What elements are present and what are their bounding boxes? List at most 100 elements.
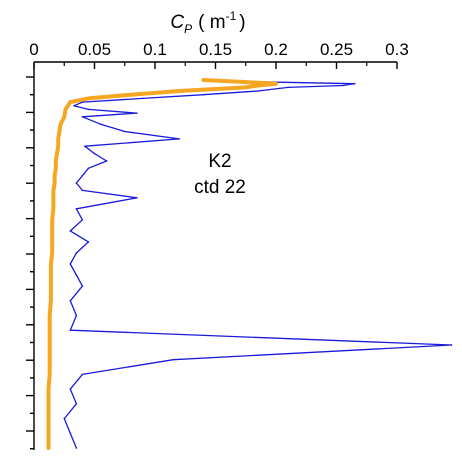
smoothed-cp-point — [50, 240, 54, 244]
smoothed-cp-point — [59, 122, 62, 126]
smoothed-cp-point — [49, 299, 53, 302]
raw-cp-point — [81, 373, 84, 376]
raw-cp-point — [69, 230, 72, 232]
smoothed-cp-point — [48, 343, 51, 347]
raw-cp-point — [75, 208, 78, 210]
raw-cp-point — [81, 174, 84, 177]
raw-cp-point — [81, 189, 84, 192]
annotation-cast: ctd 22 — [194, 177, 246, 198]
smoothed-cp-point — [47, 432, 50, 435]
smoothed-cp-point — [57, 137, 60, 141]
raw-cp-point — [136, 196, 138, 199]
raw-cp-point — [84, 145, 86, 148]
raw-cp-point — [75, 252, 78, 254]
raw-cp-line — [63, 79, 453, 449]
x-tick-label: 0.05 — [78, 40, 111, 59]
x-tick-label: 0.1 — [143, 40, 167, 59]
smoothed-cp-point — [64, 108, 67, 111]
smoothed-cp-point — [52, 196, 55, 199]
raw-cp-point — [73, 104, 75, 107]
smoothed-cp-point — [202, 78, 205, 82]
smoothed-cp-point — [256, 84, 260, 87]
smoothed-cp-point — [58, 130, 61, 133]
raw-cp-point — [69, 329, 72, 332]
smoothed-cp-point — [49, 262, 53, 266]
raw-cp-point — [87, 167, 90, 170]
raw-cp-point — [341, 84, 344, 87]
raw-cp-point — [123, 130, 126, 133]
raw-cp-point — [87, 241, 90, 243]
smoothed-cp-point — [48, 373, 51, 376]
smoothed-cp-point — [244, 86, 247, 89]
smoothed-cp-point — [49, 284, 53, 288]
smoothed-cp-point — [47, 417, 50, 420]
raw-cp-point — [75, 447, 78, 449]
raw-cp-point — [81, 285, 84, 287]
x-axis-title-unit-close: ) — [239, 12, 245, 33]
smoothed-cp-point — [47, 402, 50, 406]
x-tick-labels: 0 0.05 0.1 0.15 0.2 0.25 0.3 — [29, 40, 409, 59]
smoothed-cp-point — [57, 145, 60, 148]
raw-cp-point — [75, 182, 78, 184]
smoothed-cp-point — [53, 174, 56, 177]
raw-cp-point — [450, 344, 453, 346]
smoothed-cp-point — [52, 207, 55, 210]
smoothed-cp-point — [55, 152, 59, 155]
smoothed-cp-point — [50, 229, 54, 233]
raw-cp-point — [353, 82, 356, 85]
x-ticks — [33, 62, 398, 69]
smoothed-cp-point — [48, 329, 51, 332]
raw-cp-point — [105, 160, 108, 162]
x-tick-label: 0.15 — [199, 40, 232, 59]
raw-cp-point — [202, 93, 205, 96]
raw-cp-point — [257, 90, 259, 92]
smoothed-cp-point — [178, 89, 181, 93]
raw-cp-point — [63, 417, 66, 420]
plot-area — [46, 78, 453, 450]
x-tick-label: 0.3 — [385, 40, 409, 59]
smoothed-cp-point — [69, 100, 72, 104]
raw-cp-point — [75, 403, 78, 405]
smoothed-cp-point — [47, 446, 50, 450]
smoothed-cp-point — [48, 358, 51, 361]
raw-cp-point — [172, 358, 174, 361]
smoothed-cp-point — [63, 115, 66, 119]
raw-cp-point — [136, 112, 138, 114]
raw-cp-point — [75, 274, 78, 276]
smoothed-cp-point — [274, 82, 278, 85]
smoothed-cp-point — [50, 251, 54, 255]
raw-cp-point — [69, 388, 72, 390]
raw-cp-point — [93, 152, 96, 155]
raw-cp-point — [142, 97, 144, 100]
smoothed-cp-point — [129, 93, 132, 96]
smoothed-cp-point — [66, 104, 70, 107]
raw-cp-point — [178, 138, 180, 140]
x-axis-title-unit-open: ( m — [198, 12, 225, 33]
raw-cp-point — [81, 219, 84, 221]
raw-cp-point — [81, 116, 84, 118]
raw-cp-point — [69, 300, 72, 302]
smoothed-cp-point — [54, 159, 57, 163]
smoothed-cp-point — [48, 314, 51, 317]
x-axis-title-symbol: C — [170, 12, 184, 33]
smoothed-cp-point — [49, 273, 53, 277]
x-tick-label: 0.25 — [320, 40, 353, 59]
smoothed-cp-point — [53, 181, 56, 185]
smoothed-cp-point — [47, 387, 50, 391]
raw-cp-point — [69, 263, 72, 265]
smoothed-cp-point — [52, 189, 55, 192]
x-tick-label: 0 — [29, 40, 38, 59]
x-axis-title: CP ( m-1) — [170, 9, 245, 36]
y-ticks — [26, 76, 34, 450]
x-axis-title-subscript: P — [184, 22, 192, 36]
smoothed-cp-point — [50, 218, 54, 222]
raw-cp-point — [69, 432, 72, 435]
annotation-station: K2 — [208, 151, 231, 172]
raw-cp-point — [75, 314, 78, 317]
x-tick-label: 0.2 — [264, 40, 288, 59]
raw-cp-point — [99, 123, 102, 125]
x-axis-title-unit-exp: -1 — [226, 9, 237, 23]
smoothed-cp-point — [87, 97, 90, 100]
raw-cp-point — [287, 86, 289, 89]
